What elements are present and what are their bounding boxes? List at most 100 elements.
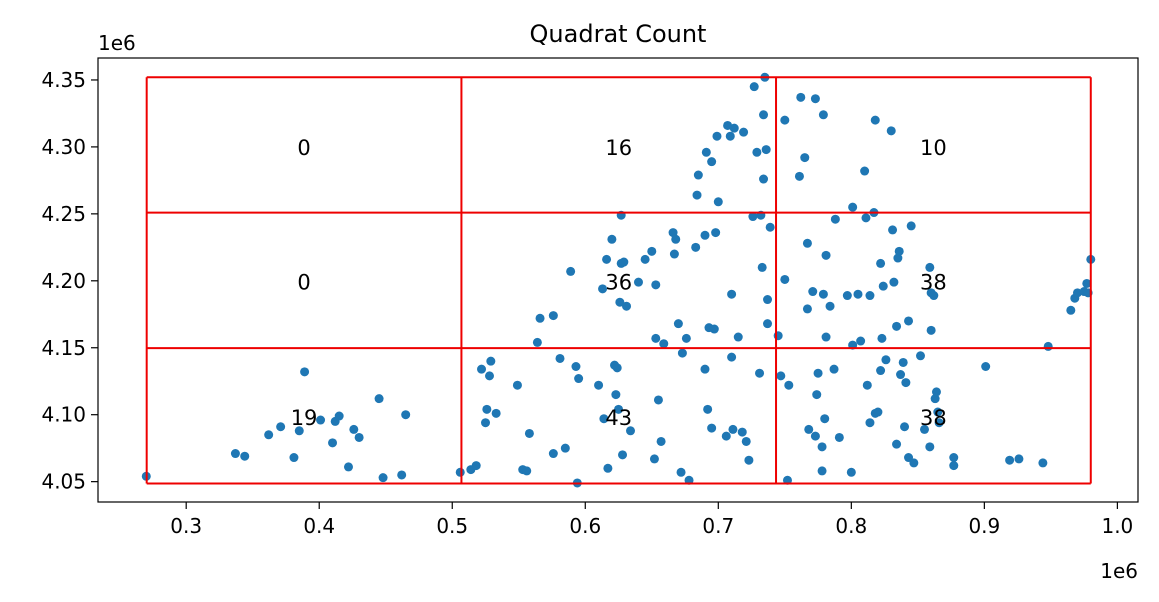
- scatter-point: [703, 404, 713, 414]
- scatter-point: [925, 262, 935, 272]
- scatter-point: [316, 415, 326, 425]
- scatter-point: [808, 287, 818, 297]
- quadrat-counts: 0 16 10 0 36 38 19 43 38: [291, 136, 947, 430]
- scatter-point: [802, 304, 812, 314]
- scatter-point: [873, 407, 883, 417]
- scatter-point: [848, 202, 858, 212]
- scatter-point: [825, 301, 835, 311]
- scatter-point: [725, 131, 735, 141]
- scatter-point: [619, 257, 629, 267]
- scatter-point: [929, 291, 939, 301]
- scatter-point: [571, 361, 581, 371]
- scatter-point: [733, 332, 743, 342]
- scatter-point: [681, 333, 691, 343]
- scatter-point: [692, 190, 702, 200]
- scatter-point: [693, 170, 703, 180]
- scatter-point: [894, 246, 904, 256]
- scatter-point: [780, 115, 790, 125]
- scatter-point: [603, 463, 613, 473]
- scatter-point: [916, 351, 926, 361]
- scatter-point: [949, 461, 959, 471]
- scatter-point: [334, 411, 344, 421]
- scatter-point: [524, 428, 534, 438]
- scatter-point: [349, 424, 359, 434]
- quadrat-count-label: 38: [920, 270, 947, 294]
- scatter-point: [861, 213, 871, 223]
- scatter-point: [741, 436, 751, 446]
- scatter-point: [776, 371, 786, 381]
- scatter-point: [230, 449, 240, 459]
- scatter-point: [755, 368, 765, 378]
- scatter-point: [981, 361, 991, 371]
- scatter-point: [830, 214, 840, 224]
- scatter-point: [611, 390, 621, 400]
- scatter-point: [477, 364, 487, 374]
- scatter-point: [512, 380, 522, 390]
- y-axis-ticks: 4.05 4.10 4.15 4.20 4.25 4.30 4.35: [41, 68, 98, 494]
- y-tick-label: 4.30: [41, 135, 86, 159]
- y-tick-label: 4.20: [41, 269, 86, 293]
- scatter-point: [933, 407, 943, 417]
- scatter-points: [141, 72, 1096, 488]
- scatter-point: [1066, 305, 1076, 315]
- scatter-point: [707, 423, 717, 433]
- scatter-point: [813, 368, 823, 378]
- scatter-point: [934, 418, 944, 428]
- scatter-point: [594, 380, 604, 390]
- scatter-point: [930, 394, 940, 404]
- scatter-point: [892, 439, 902, 449]
- scatter-point: [821, 332, 831, 342]
- scatter-point: [618, 450, 628, 460]
- scatter-point: [881, 355, 891, 365]
- x-tick-label: 0.4: [303, 514, 335, 538]
- scatter-point: [276, 422, 286, 432]
- x-axis-ticks: 0.3 0.4 0.5 0.6 0.7 0.8 0.9 1.0: [170, 502, 1133, 538]
- scatter-point: [615, 297, 625, 307]
- scatter-point: [713, 197, 723, 207]
- chart-title: Quadrat Count: [530, 20, 707, 48]
- scatter-point: [761, 145, 771, 155]
- scatter-point: [374, 394, 384, 404]
- scatter-point: [892, 321, 902, 331]
- scatter-point: [721, 431, 731, 441]
- scatter-point: [926, 325, 936, 335]
- scatter-point: [727, 289, 737, 299]
- scatter-point: [810, 94, 820, 104]
- scatter-point: [491, 408, 501, 418]
- scatter-point: [876, 366, 886, 376]
- scatter-point: [455, 467, 465, 477]
- scatter-point: [919, 424, 929, 434]
- scatter-point: [707, 157, 717, 167]
- x-tick-label: 0.7: [702, 514, 734, 538]
- scatter-point: [240, 451, 250, 461]
- scatter-point: [328, 438, 338, 448]
- scatter-point: [626, 426, 636, 436]
- scatter-point: [598, 284, 608, 294]
- scatter-point: [612, 363, 622, 373]
- scatter-point: [566, 266, 576, 276]
- scatter-point: [889, 277, 899, 287]
- scatter-point: [802, 238, 812, 248]
- scatter-point: [633, 277, 643, 287]
- scatter-point: [898, 357, 908, 367]
- scatter-point: [759, 110, 769, 120]
- scatter-point: [1082, 278, 1092, 288]
- scatter-point: [599, 414, 609, 424]
- scatter-point: [484, 371, 494, 381]
- quadrat-grid: [145, 76, 1092, 485]
- scatter-point: [574, 374, 584, 384]
- scatter-point: [651, 333, 661, 343]
- scatter-point: [878, 281, 888, 291]
- scatter-point: [749, 82, 759, 92]
- scatter-point: [763, 319, 773, 329]
- scatter-point: [817, 442, 827, 452]
- scatter-point: [886, 126, 896, 136]
- x-axis-offset-label: 1e6: [1100, 559, 1138, 583]
- scatter-point: [607, 234, 617, 244]
- scatter-point: [800, 153, 810, 163]
- quadrat-count-label: 38: [920, 406, 947, 430]
- scatter-point: [700, 364, 710, 374]
- scatter-point: [548, 449, 558, 459]
- scatter-point: [535, 313, 545, 323]
- axes-frame: [97, 57, 1139, 503]
